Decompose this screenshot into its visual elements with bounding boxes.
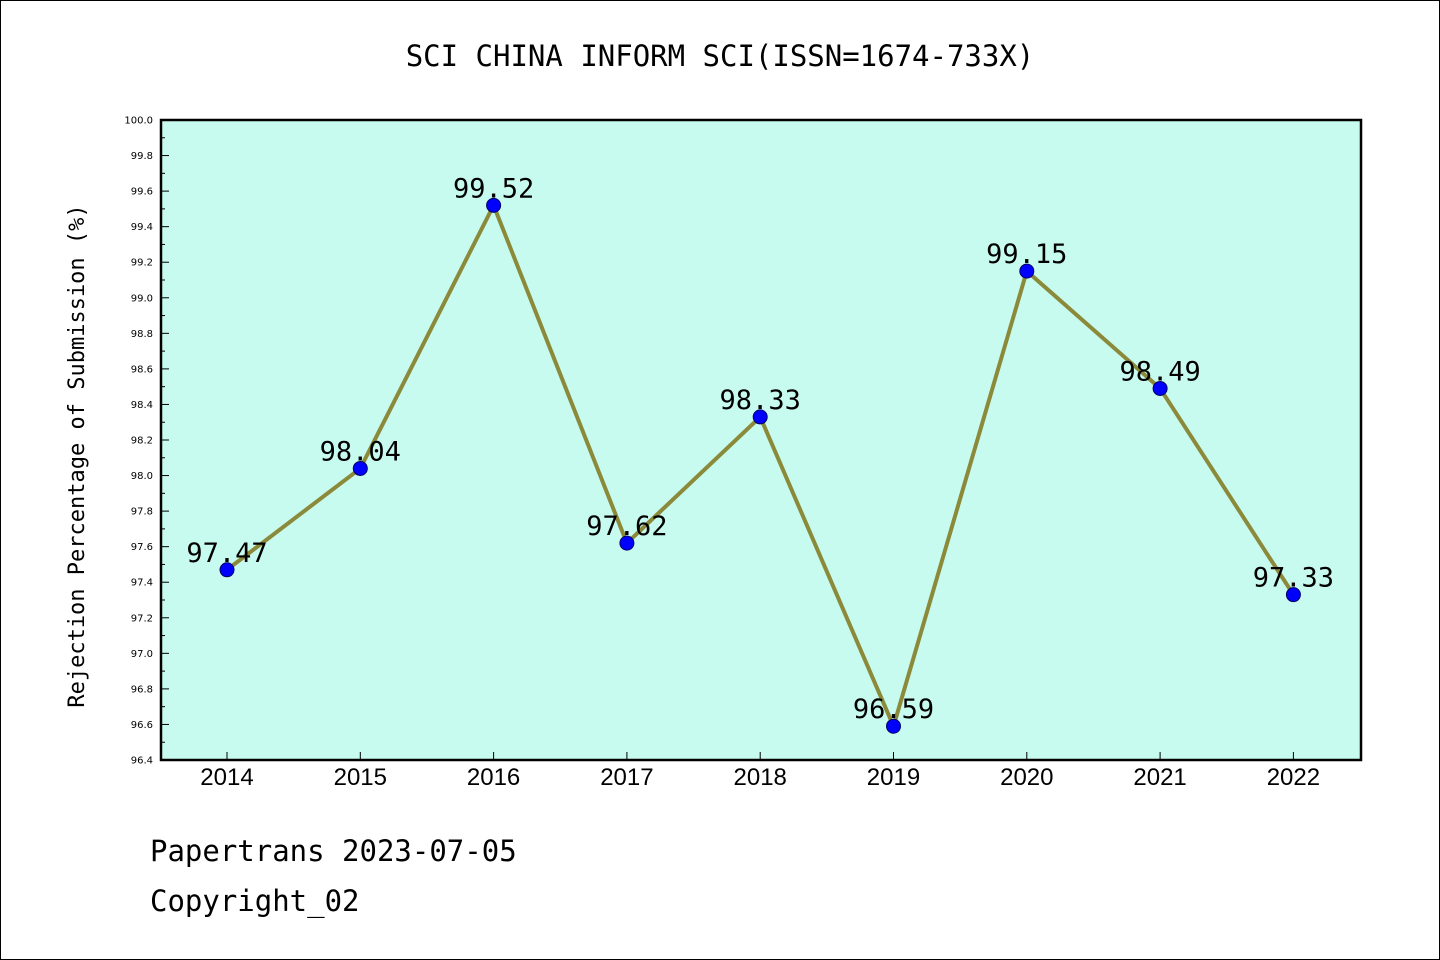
y-tick-label: 98.2 bbox=[131, 436, 153, 447]
y-tick-label: 99.0 bbox=[131, 293, 153, 304]
x-tick-label: 2017 bbox=[600, 764, 653, 791]
data-point-marker bbox=[619, 535, 635, 551]
data-point-marker bbox=[219, 562, 235, 578]
footer-copyright-text: Copyright_02 bbox=[150, 884, 360, 918]
data-label: 98.49 bbox=[1119, 356, 1200, 387]
y-tick-label: 99.8 bbox=[131, 151, 153, 162]
y-tick-label: 96.6 bbox=[131, 720, 153, 731]
data-point-marker bbox=[886, 718, 901, 734]
data-label: 98.33 bbox=[720, 385, 801, 416]
data-point-marker bbox=[1019, 263, 1035, 279]
footer-date-text: Papertrans 2023-07-05 bbox=[150, 834, 517, 868]
y-tick-label: 99.6 bbox=[131, 187, 153, 198]
data-label: 99.52 bbox=[453, 173, 534, 204]
y-axis-label: Rejection Percentage of Submission (%) bbox=[65, 204, 90, 707]
data-point-marker bbox=[352, 460, 368, 476]
data-point-marker bbox=[752, 409, 768, 425]
data-label: 99.15 bbox=[986, 239, 1067, 270]
x-tick-label: 2020 bbox=[1000, 764, 1053, 791]
y-tick-label: 97.8 bbox=[131, 507, 153, 518]
y-tick-label: 99.2 bbox=[131, 258, 153, 269]
y-tick-label: 100.0 bbox=[124, 116, 153, 127]
y-tick-label: 96.4 bbox=[131, 756, 153, 767]
data-label: 97.47 bbox=[186, 538, 267, 569]
y-tick-label: 98.8 bbox=[131, 329, 153, 340]
x-tick-label: 2021 bbox=[1133, 764, 1186, 791]
chart-title: SCI CHINA INFORM SCI(ISSN=1674-733X) bbox=[406, 39, 1035, 73]
y-tick-label: 98.6 bbox=[131, 364, 153, 375]
x-tick-label: 2015 bbox=[334, 764, 387, 791]
y-tick-label: 98.4 bbox=[131, 400, 153, 411]
plot-area bbox=[159, 118, 1363, 762]
data-label: 97.33 bbox=[1253, 563, 1334, 594]
y-tick-label: 97.0 bbox=[131, 649, 153, 660]
data-point-marker bbox=[1152, 380, 1168, 396]
x-tick-label: 2016 bbox=[467, 764, 520, 791]
x-axis: 2014 2015 2016 2017 2018 2019 2020 2021 2022 bbox=[200, 752, 1320, 791]
data-point-marker bbox=[1285, 587, 1301, 603]
y-tick-label: 96.8 bbox=[131, 684, 153, 695]
x-tick-label: 2022 bbox=[1267, 764, 1320, 791]
x-tick-label: 2019 bbox=[867, 764, 920, 791]
x-tick-label: 2018 bbox=[734, 764, 787, 791]
y-tick-label: 99.4 bbox=[131, 222, 153, 233]
y-axis: 96.4 96.6 96.8 97.0 97.2 97.4 97.6 97.8 98.0 98.2… bbox=[124, 116, 169, 767]
data-label: 98.04 bbox=[320, 436, 401, 467]
y-tick-label: 98.0 bbox=[131, 471, 153, 482]
data-label: 97.62 bbox=[586, 511, 667, 542]
y-tick-label: 97.6 bbox=[131, 542, 153, 553]
series-layer: 97.47 98.04 99.52 97.62 98.33 96.59 99.15 98.49… bbox=[186, 173, 1334, 734]
data-label: 96.59 bbox=[853, 694, 934, 725]
y-tick-label: 97.4 bbox=[131, 578, 153, 589]
x-tick-label: 2014 bbox=[200, 764, 253, 791]
y-tick-label: 97.2 bbox=[131, 613, 153, 624]
data-point-marker bbox=[486, 197, 502, 213]
